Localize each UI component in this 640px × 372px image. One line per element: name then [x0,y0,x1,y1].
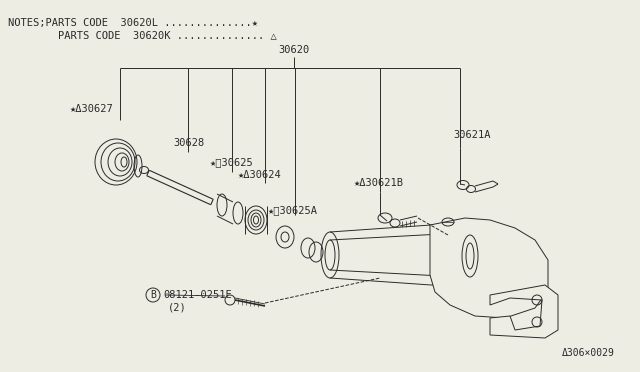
Text: 30620: 30620 [278,45,310,55]
Text: ★Δ30624: ★Δ30624 [238,170,282,180]
Text: Δ306×0029: Δ306×0029 [562,348,615,358]
Polygon shape [490,285,558,338]
Text: ★Δ30621B: ★Δ30621B [354,178,404,188]
Text: B: B [150,290,156,300]
Text: ★30625A: ★30625A [268,205,318,215]
Text: 30621A: 30621A [453,130,490,140]
Text: NOTES;PARTS CODE  30620L ..............★: NOTES;PARTS CODE 30620L ..............★ [8,18,258,28]
Text: 08121-0251E: 08121-0251E [163,290,232,300]
Text: PARTS CODE  30620K .............. △: PARTS CODE 30620K .............. △ [8,30,276,40]
Text: (2): (2) [168,303,187,313]
Text: ★Δ30627: ★Δ30627 [70,104,114,114]
Text: 30628: 30628 [173,138,204,148]
Polygon shape [430,218,548,318]
Text: ★30625: ★30625 [210,157,253,167]
